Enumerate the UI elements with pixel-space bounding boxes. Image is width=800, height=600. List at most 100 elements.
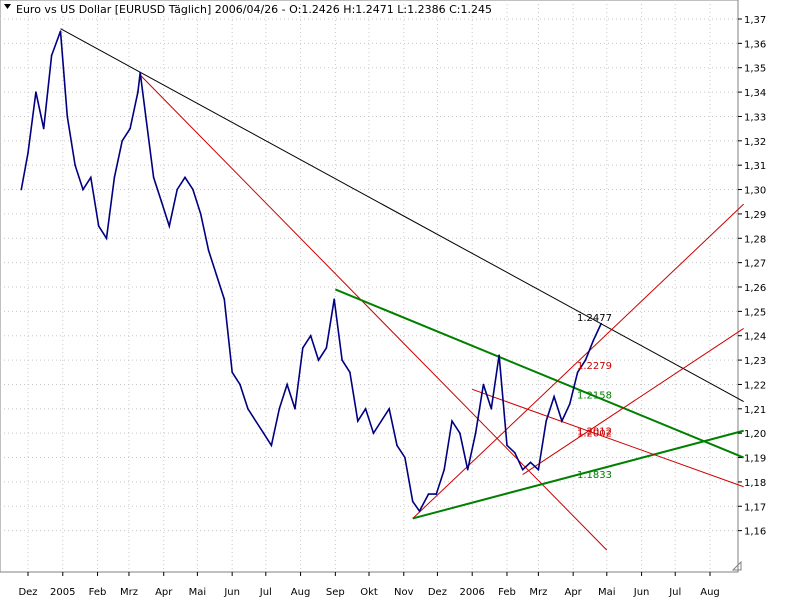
price-point xyxy=(302,347,304,349)
price-point xyxy=(568,403,571,405)
y-tick-label: 1,30 xyxy=(744,186,766,197)
x-tick-label: Feb xyxy=(498,587,516,598)
trendline xyxy=(334,288,745,459)
y-tick-label: 1,31 xyxy=(744,161,766,172)
price-point xyxy=(168,225,171,227)
price-point xyxy=(97,225,100,227)
price-point xyxy=(459,432,461,434)
price-line xyxy=(20,30,602,513)
x-tick-label: Dez xyxy=(428,587,447,598)
price-point xyxy=(184,176,186,179)
price-point xyxy=(90,176,92,179)
price-point xyxy=(553,395,555,398)
price-point xyxy=(451,420,453,422)
x-tick-label: Jun xyxy=(223,587,240,598)
price-point xyxy=(247,408,249,410)
price-point xyxy=(317,359,320,361)
price-point xyxy=(482,383,485,386)
price-point xyxy=(35,91,37,93)
y-tick-label: 1,34 xyxy=(744,88,766,99)
price-point xyxy=(121,140,124,142)
price-point xyxy=(254,420,257,422)
price-point xyxy=(356,420,359,422)
y-tick-label: 1,25 xyxy=(744,307,766,318)
x-tick-label: 2005 xyxy=(50,587,75,598)
price-point xyxy=(600,322,602,325)
price-point xyxy=(66,115,69,118)
chart-title: Euro vs US Dollar [EURUSD Täglich] 2006/… xyxy=(16,3,492,16)
price-point xyxy=(286,383,288,386)
x-tick-label: Apr xyxy=(564,587,582,598)
x-tick-label: Aug xyxy=(700,587,720,598)
x-tick-label: Mai xyxy=(189,587,207,598)
price-point xyxy=(309,334,312,337)
price-point xyxy=(239,383,241,386)
y-tick-label: 1,19 xyxy=(744,454,766,465)
x-tick-label: Feb xyxy=(89,587,107,598)
resize-grip-icon[interactable] xyxy=(731,560,742,571)
trendline xyxy=(522,328,744,476)
price-point xyxy=(192,188,194,191)
price-point xyxy=(592,339,595,342)
price-point xyxy=(129,127,131,130)
x-tick-label: Mai xyxy=(598,587,616,598)
price-point xyxy=(418,510,421,512)
price-point xyxy=(105,237,108,240)
x-tick-label: Mrz xyxy=(120,587,138,598)
price-point xyxy=(404,456,406,459)
trendline xyxy=(412,429,744,520)
price-point xyxy=(466,468,469,471)
y-axis: 1,37 1,36 1,35 1,34 1,33 1,32 1,31 1,30 1,29 1,28… xyxy=(738,15,766,538)
price-point xyxy=(294,408,296,410)
price-point xyxy=(443,468,445,471)
price-point xyxy=(545,420,548,422)
x-tick-label: Okt xyxy=(360,587,378,598)
level-label: 1.1833 xyxy=(577,470,612,481)
price-point xyxy=(364,408,367,410)
price-point xyxy=(537,468,540,471)
level-label: 1.2279 xyxy=(577,361,612,372)
price-point xyxy=(576,371,579,374)
price-point xyxy=(270,444,273,447)
level-label: 1.2158 xyxy=(577,391,612,402)
y-tick-label: 1,28 xyxy=(744,234,766,245)
dropdown-arrow-icon[interactable] xyxy=(4,4,11,9)
x-tick-label: Apr xyxy=(155,587,173,598)
price-point xyxy=(435,493,438,495)
price-point xyxy=(160,200,163,203)
price-point xyxy=(231,371,233,374)
price-point xyxy=(341,359,343,361)
x-tick-label: Nov xyxy=(394,587,414,598)
price-point xyxy=(139,71,141,74)
price-point xyxy=(380,420,383,422)
price-point xyxy=(514,451,516,454)
price-point xyxy=(584,359,587,361)
price-point xyxy=(490,408,493,410)
price-point xyxy=(561,420,563,422)
price-point xyxy=(42,127,45,130)
x-tick-label: Sep xyxy=(326,587,345,598)
y-tick-label: 1,21 xyxy=(744,405,766,416)
y-tick-label: 1,36 xyxy=(744,39,766,50)
price-point xyxy=(325,347,328,349)
x-tick-label: Jul xyxy=(668,587,681,598)
y-tick-label: 1,26 xyxy=(744,283,766,294)
level-label: 1.2477 xyxy=(577,313,612,324)
trendlines xyxy=(60,28,745,551)
price-point xyxy=(27,152,29,154)
level-label: 1.2012 xyxy=(577,426,612,437)
y-tick-label: 1,17 xyxy=(744,502,766,513)
price-point xyxy=(59,30,62,32)
y-tick-label: 1,18 xyxy=(744,478,766,489)
x-tick-label: Mrz xyxy=(529,587,547,598)
price-point xyxy=(74,164,76,166)
price-point xyxy=(20,188,23,191)
price-point xyxy=(144,115,147,118)
price-point xyxy=(152,176,155,179)
price-point xyxy=(349,371,351,374)
price-point xyxy=(506,444,508,447)
y-tick-label: 1,24 xyxy=(744,332,766,343)
price-point xyxy=(176,188,178,191)
trendline xyxy=(60,28,744,402)
